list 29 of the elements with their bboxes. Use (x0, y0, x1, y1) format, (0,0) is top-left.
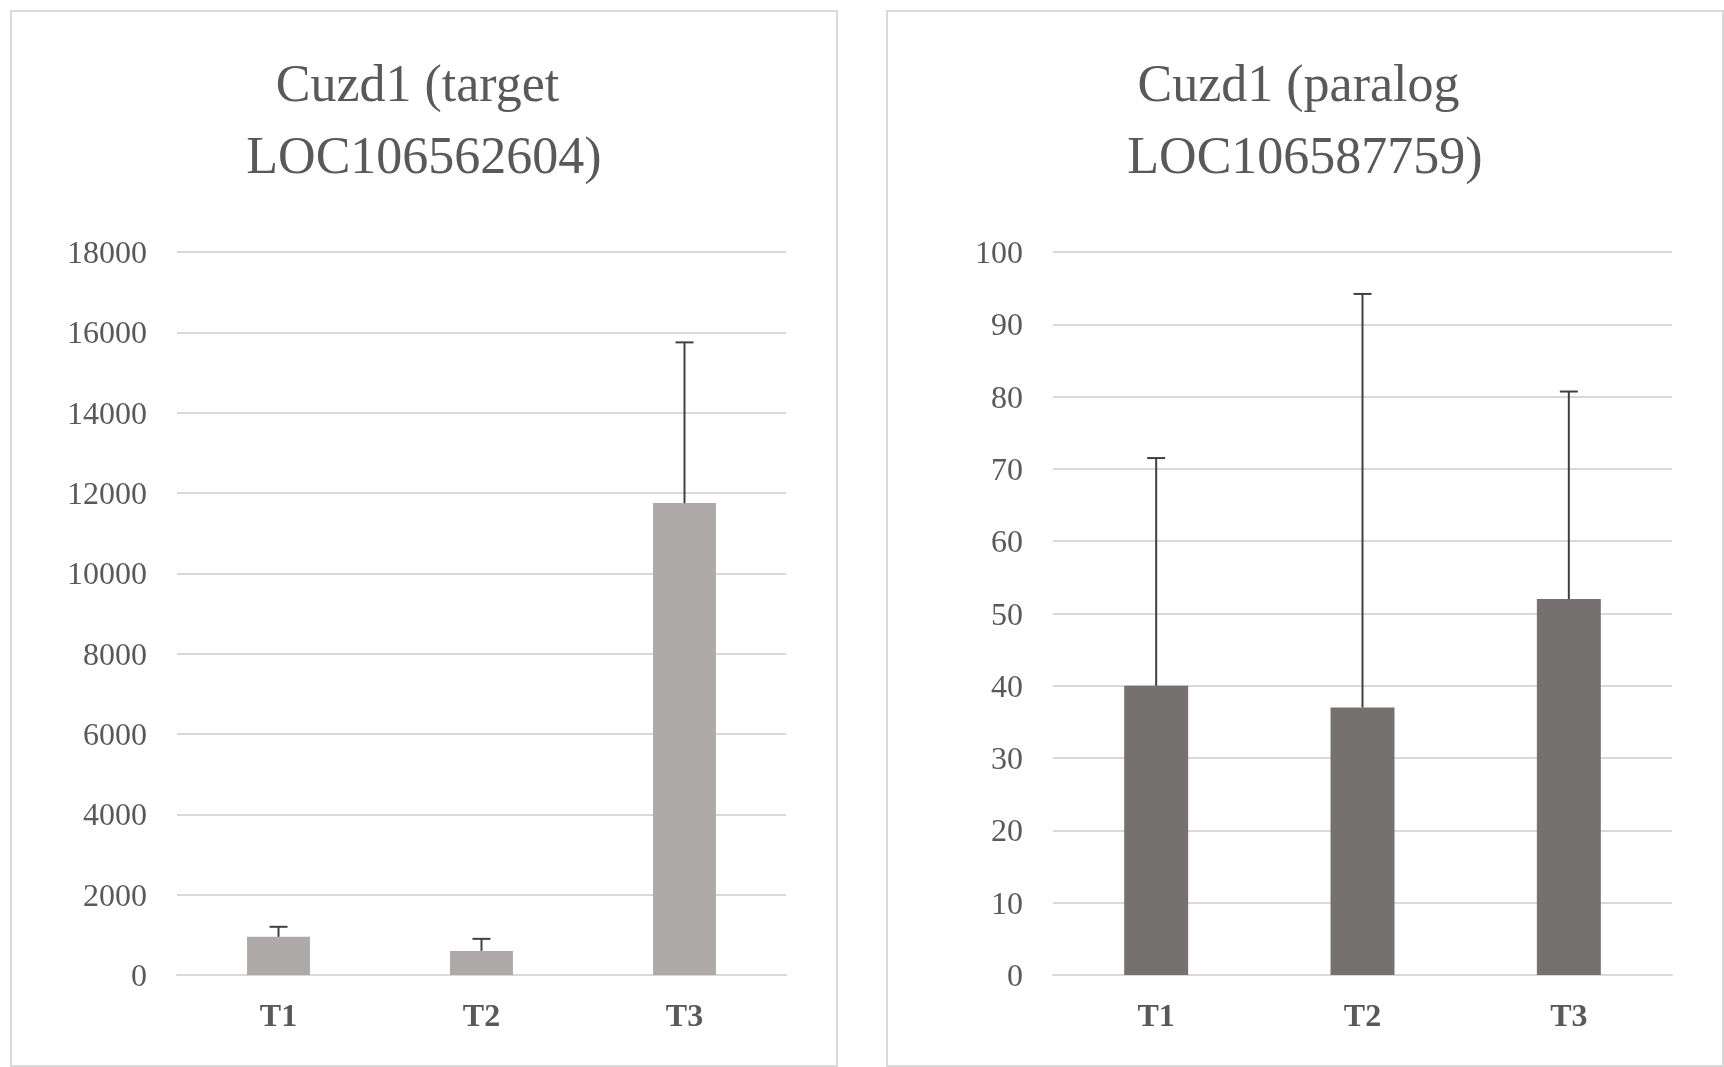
y-tick-label: 2000 (83, 876, 147, 913)
y-tick-label: 6000 (83, 716, 147, 752)
x-tick-label: T1 (259, 997, 298, 1033)
x-tick-label: T2 (1343, 997, 1382, 1033)
y-tick-label: 10 (991, 884, 1023, 921)
y-tick-label: 8000 (83, 635, 147, 672)
y-tick-label: 40 (991, 667, 1023, 704)
y-tick-label: 20 (991, 812, 1023, 849)
y-tick-label: 0 (1007, 957, 1023, 993)
y-tick-label: 70 (991, 450, 1023, 487)
y-tick-label: 12000 (67, 475, 147, 511)
y-tick-label: 30 (991, 740, 1023, 777)
y-tick-label: 90 (991, 306, 1023, 343)
y-tick-label: 10000 (67, 555, 147, 592)
y-tick-label: 14000 (67, 394, 147, 431)
x-tick-label: T1 (1137, 997, 1175, 1033)
y-tick-label: 60 (991, 523, 1023, 560)
y-tick-label: 16000 (67, 314, 147, 351)
chart-title: Cuzd1 (target LOC106562604) (246, 54, 602, 185)
y-tick-label: 100 (975, 234, 1023, 270)
x-tick-label: T3 (665, 997, 704, 1033)
y-tick-label: 18000 (67, 234, 147, 270)
chart-title: Cuzd1 (paralog LOC106587759) (1127, 54, 1483, 185)
y-tick-label: 4000 (83, 796, 147, 833)
x-tick-label: T3 (1550, 997, 1588, 1033)
x-tick-label: T2 (462, 997, 501, 1033)
y-tick-label: 80 (991, 378, 1023, 415)
y-tick-label: 50 (991, 595, 1023, 632)
y-tick-label: 0 (131, 957, 147, 993)
